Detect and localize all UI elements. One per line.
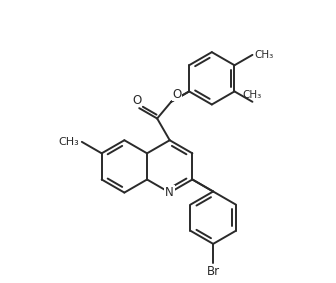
Text: N: N [165,186,174,199]
Text: CH₃: CH₃ [255,50,274,60]
Text: Br: Br [207,265,220,278]
Text: CH₃: CH₃ [58,137,79,147]
Text: CH₃: CH₃ [243,90,262,100]
Text: O: O [172,88,181,101]
Text: O: O [132,93,142,106]
